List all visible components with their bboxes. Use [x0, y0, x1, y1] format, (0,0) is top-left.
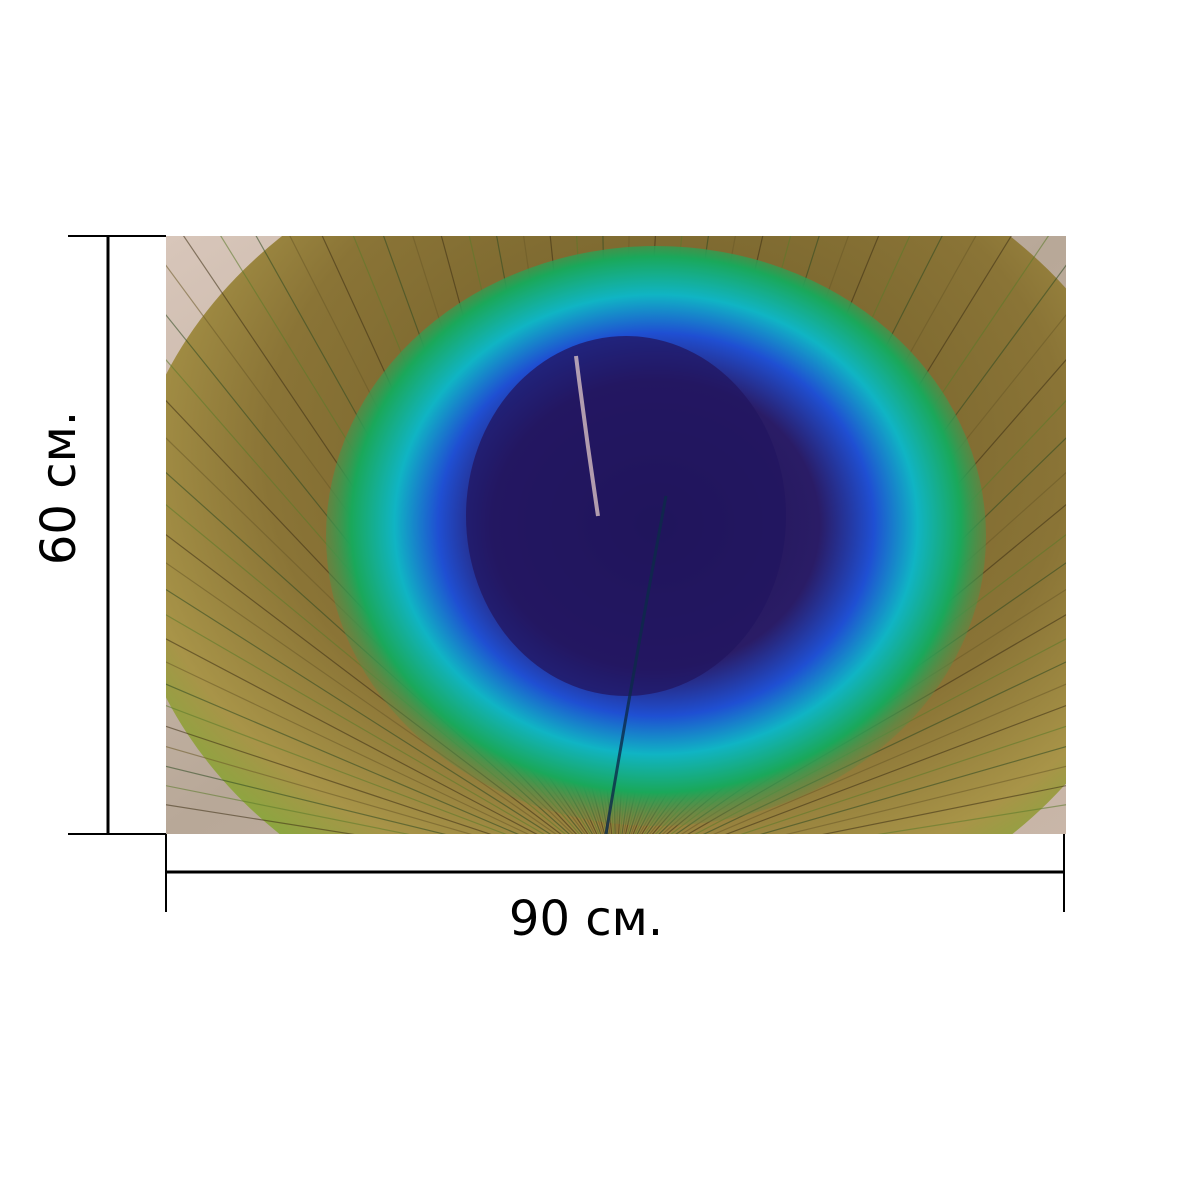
feather-rachis — [604, 495, 668, 834]
feather-barb — [166, 614, 545, 834]
feather-barb — [740, 725, 1066, 834]
feather-barb — [166, 588, 552, 834]
feather-highlight — [574, 355, 600, 517]
feather-barb — [166, 804, 355, 834]
feather-barb — [785, 765, 1066, 834]
feather-barb — [166, 638, 538, 834]
width-label: 90 см. — [508, 891, 664, 947]
feather-barb — [166, 562, 557, 834]
feather-barb — [759, 745, 1066, 834]
feather-barb — [166, 683, 519, 834]
feather-barb — [877, 804, 1066, 834]
feather-barb — [166, 765, 447, 834]
feather-barb — [725, 704, 1066, 834]
feather-eye-center — [466, 336, 786, 696]
feather-barb — [166, 704, 507, 834]
feather-barb — [822, 785, 1066, 834]
feather-barb — [166, 745, 473, 834]
peacock-feather-image — [166, 236, 1066, 834]
feather-barb — [166, 725, 492, 834]
feather-barb — [166, 785, 410, 834]
height-label: 60 см. — [31, 410, 87, 566]
peacock-feather-photo — [166, 236, 1066, 834]
feather-barb — [166, 661, 530, 834]
feather-barb — [713, 683, 1066, 834]
